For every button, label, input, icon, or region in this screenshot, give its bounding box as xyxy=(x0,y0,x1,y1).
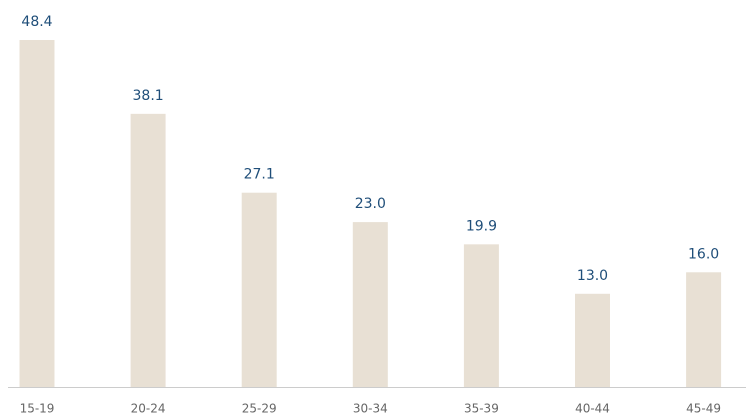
data-label: 27.1 xyxy=(244,167,275,183)
x-tick-label: 15-19 xyxy=(20,402,55,416)
bar xyxy=(686,272,722,387)
x-tick-label: 35-39 xyxy=(464,402,499,416)
x-tick-label: 30-34 xyxy=(353,402,388,416)
data-label: 16.0 xyxy=(688,246,719,262)
bar xyxy=(575,293,610,387)
bar xyxy=(241,192,277,387)
x-tick-label: 40-44 xyxy=(575,402,610,416)
bar xyxy=(130,113,166,388)
data-label: 38.1 xyxy=(133,88,164,104)
data-label: 13.0 xyxy=(577,268,608,284)
bar xyxy=(352,222,388,387)
data-label: 23.0 xyxy=(355,196,386,212)
bar xyxy=(463,244,499,387)
x-tick-label: 45-49 xyxy=(686,402,721,416)
data-label: 48.4 xyxy=(21,14,52,30)
data-label: 19.9 xyxy=(466,218,497,234)
x-tick-label: 25-29 xyxy=(242,402,277,416)
bar xyxy=(19,40,55,387)
x-tick-label: 20-24 xyxy=(131,402,166,416)
